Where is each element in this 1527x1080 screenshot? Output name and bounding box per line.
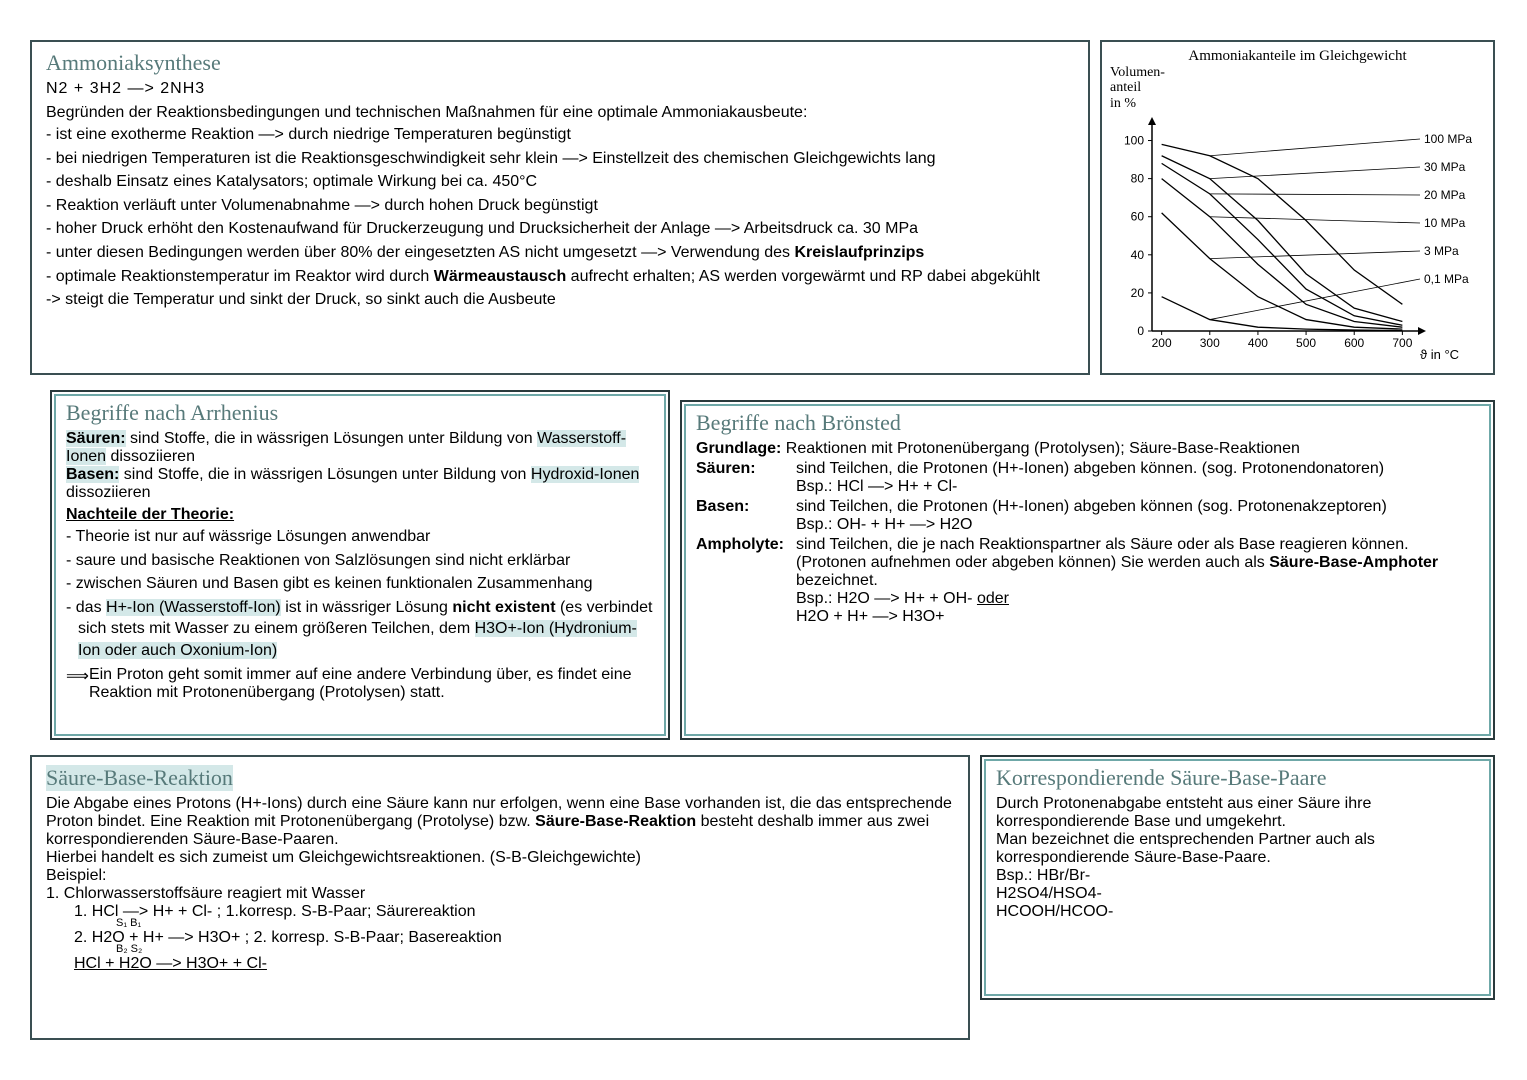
bsp-line: Bsp.: HBr/Br- bbox=[996, 867, 1479, 885]
sauren-def: Säuren: sind Stoffe, die in wässrigen Lö… bbox=[66, 430, 654, 466]
list-item: bei niedrigen Temperaturen ist die Reakt… bbox=[58, 148, 1074, 170]
bronsted-section: Begriffe nach Brönsted Grundlage: Reakti… bbox=[680, 400, 1495, 740]
list-item: optimale Reaktionstemperatur im Reaktor … bbox=[58, 266, 1074, 288]
section-title: Säure-Base-Reaktion bbox=[46, 765, 233, 791]
chart-plot: 0 20 40 60 80 100 200 300 400 500 600 700 100 MPa 30 … bbox=[1110, 111, 1490, 361]
svg-text:3 MPa: 3 MPa bbox=[1424, 244, 1459, 258]
arrhenius-section: Begriffe nach Arrhenius Säuren: sind Sto… bbox=[50, 390, 670, 740]
svg-text:0: 0 bbox=[1137, 324, 1144, 338]
svg-text:30 MPa: 30 MPa bbox=[1424, 160, 1466, 174]
section-title: Ammoniaksynthese bbox=[46, 50, 1074, 76]
svg-text:20: 20 bbox=[1131, 286, 1145, 300]
text-line: Hierbei handelt es sich zumeist um Gleic… bbox=[46, 849, 954, 867]
equation: N2 + 3H2 —> 2NH3 bbox=[46, 80, 1074, 98]
text-line: 1. Chlorwasserstoffsäure reagiert mit Wa… bbox=[46, 885, 954, 903]
bsp-line: H2SO4/HSO4- bbox=[996, 885, 1479, 903]
svg-text:10 MPa: 10 MPa bbox=[1424, 216, 1466, 230]
basen-row: Basen: sind Teilchen, die Protonen (H+-I… bbox=[696, 498, 1479, 534]
list-item: saure und basische Reaktionen von Salzlö… bbox=[78, 550, 654, 572]
chart-ylabel: Volumen-anteilin % bbox=[1110, 65, 1485, 111]
basen-def: Basen: sind Stoffe, die in wässrigen Lös… bbox=[66, 466, 654, 502]
svg-text:20 MPa: 20 MPa bbox=[1424, 188, 1466, 202]
list-item: zwischen Säuren und Basen gibt es keinen… bbox=[78, 573, 654, 595]
section-title: Korrespondierende Säure-Base-Paare bbox=[996, 765, 1479, 791]
reaction-block: 1. HCl —> H+ + Cl- ; 1.korresp. S-B-Paar… bbox=[46, 903, 954, 973]
list-item: deshalb Einsatz eines Katalysators; opti… bbox=[58, 171, 1074, 193]
svg-text:80: 80 bbox=[1131, 172, 1145, 186]
ammoniak-section: Ammoniaksynthese N2 + 3H2 —> 2NH3 Begrün… bbox=[30, 40, 1090, 375]
bsp-line: HCOOH/HCOO- bbox=[996, 903, 1479, 921]
svg-text:0,1 MPa: 0,1 MPa bbox=[1424, 272, 1469, 286]
list-item: hoher Druck erhöht den Kostenaufwand für… bbox=[58, 218, 1074, 240]
svg-text:700: 700 bbox=[1392, 336, 1412, 350]
sauren-row: Säuren: sind Teilchen, die Protonen (H+-… bbox=[696, 460, 1479, 496]
bullet-list: ist eine exotherme Reaktion —> durch nie… bbox=[46, 124, 1074, 287]
list-item: Reaktion verläuft unter Volumenabnahme —… bbox=[58, 195, 1074, 217]
nachteile-heading: Nachteile der Theorie: bbox=[66, 506, 654, 524]
sb-reaktion-section: Säure-Base-Reaktion Die Abgabe eines Pro… bbox=[30, 755, 970, 1040]
grundlage: Grundlage: Reaktionen mit Protonenüberga… bbox=[696, 440, 1479, 458]
section-title: Begriffe nach Brönsted bbox=[696, 410, 1479, 436]
chart-box: Ammoniakanteile im Gleichgewicht Volumen… bbox=[1100, 40, 1495, 375]
korr-section: Korrespondierende Säure-Base-Paare Durch… bbox=[980, 755, 1495, 1000]
ampholyte-row: Ampholyte: sind Teilchen, die je nach Re… bbox=[696, 536, 1479, 626]
text-block: Die Abgabe eines Protons (H+-Ions) durch… bbox=[46, 795, 954, 849]
svg-text:600: 600 bbox=[1344, 336, 1364, 350]
text-line: Man bezeichnet die entsprechenden Partne… bbox=[996, 831, 1479, 867]
svg-text:60: 60 bbox=[1131, 210, 1145, 224]
svg-text:40: 40 bbox=[1131, 248, 1145, 262]
list-item: ist eine exotherme Reaktion —> durch nie… bbox=[58, 124, 1074, 146]
chart-title: Ammoniakanteile im Gleichgewicht bbox=[1110, 48, 1485, 65]
section-title: Begriffe nach Arrhenius bbox=[66, 400, 654, 426]
arrow-icon: ⟹ bbox=[66, 666, 89, 702]
conclusion-row: ⟹ Ein Proton geht somit immer auf eine a… bbox=[66, 666, 654, 702]
u-line: HCl + H2O —> H3O+ + Cl- bbox=[74, 955, 954, 973]
svg-text:ϑ in °C: ϑ in °C bbox=[1420, 347, 1459, 361]
list-item: Theorie ist nur auf wässrige Lösungen an… bbox=[78, 526, 654, 548]
intro-text: Begründen der Reaktionsbedingungen und t… bbox=[46, 104, 1074, 122]
text-line: Beispiel: bbox=[46, 867, 954, 885]
nachteile-list: Theorie ist nur auf wässrige Lösungen an… bbox=[66, 526, 654, 662]
svg-text:400: 400 bbox=[1248, 336, 1268, 350]
text-line: Durch Protonenabgabe entsteht aus einer … bbox=[996, 795, 1479, 831]
conclusion: -> steigt die Temperatur und sinkt der D… bbox=[46, 291, 1074, 309]
svg-text:100: 100 bbox=[1124, 134, 1144, 148]
svg-text:300: 300 bbox=[1200, 336, 1220, 350]
svg-text:200: 200 bbox=[1152, 336, 1172, 350]
svg-text:500: 500 bbox=[1296, 336, 1316, 350]
list-item: das H+-Ion (Wasserstoff-Ion) ist in wäss… bbox=[78, 597, 654, 662]
svg-text:100 MPa: 100 MPa bbox=[1424, 132, 1472, 146]
list-item: unter diesen Bedingungen werden über 80%… bbox=[58, 242, 1074, 264]
